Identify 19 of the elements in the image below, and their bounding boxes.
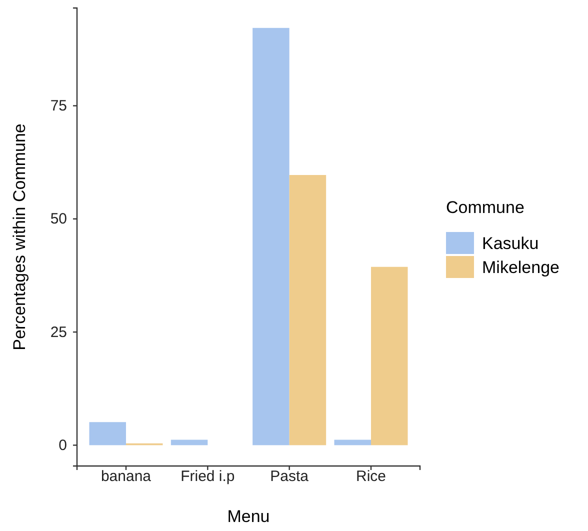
legend-label: Kasuku [482,234,539,253]
legend-label: Mikelenge [482,258,560,277]
bar [334,440,371,446]
y-tick-label: 75 [50,98,67,115]
x-tick-label: Pasta [270,468,310,485]
bar [289,175,326,446]
bar [170,440,208,446]
bar [371,266,408,446]
y-tick-label: 25 [50,324,67,341]
x-tick-label: Rice [356,468,386,485]
bar [252,28,290,446]
y-tick-label: 50 [50,210,67,228]
legend-title: Commune [446,198,524,217]
y-tick-label: 0 [58,436,67,454]
bar [89,422,126,446]
x-axis-title: Menu [227,507,270,526]
x-tick-label: banana [100,468,152,485]
y-axis-title: Percentages within Commune [10,124,29,350]
x-tick-label: Fried i.p [180,468,235,485]
